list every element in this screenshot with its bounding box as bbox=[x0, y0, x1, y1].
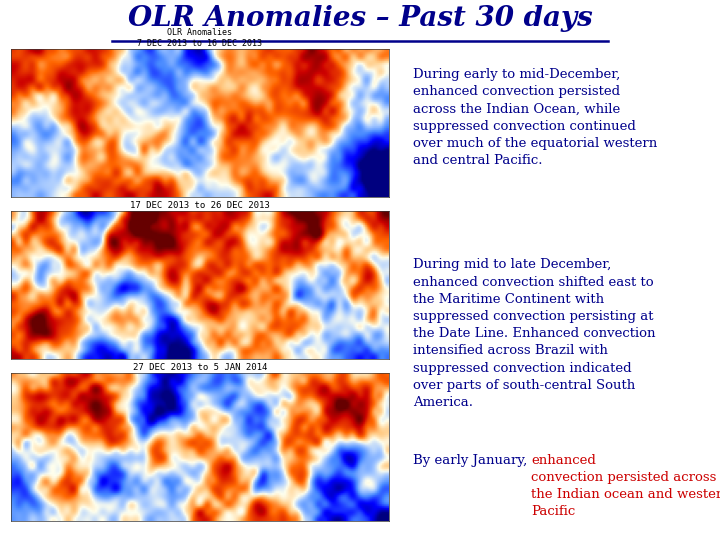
Text: During mid to late December,
enhanced convection shifted east to
the Maritime Co: During mid to late December, enhanced co… bbox=[413, 258, 655, 409]
Text: By early January,: By early January, bbox=[413, 454, 531, 467]
Title: 27 DEC 2013 to 5 JAN 2014: 27 DEC 2013 to 5 JAN 2014 bbox=[132, 363, 267, 372]
Title: 17 DEC 2013 to 26 DEC 2013: 17 DEC 2013 to 26 DEC 2013 bbox=[130, 201, 270, 210]
Title: OLR Anomalies
7 DEC 2013 to 16 DEC 2013: OLR Anomalies 7 DEC 2013 to 16 DEC 2013 bbox=[138, 29, 262, 48]
Text: During early to mid-December,
enhanced convection persisted
across the Indian Oc: During early to mid-December, enhanced c… bbox=[413, 68, 657, 167]
Text: enhanced
convection persisted across parts of
the Indian ocean and western
Pacif: enhanced convection persisted across par… bbox=[531, 454, 720, 518]
Text: OLR Anomalies – Past 30 days: OLR Anomalies – Past 30 days bbox=[127, 5, 593, 32]
